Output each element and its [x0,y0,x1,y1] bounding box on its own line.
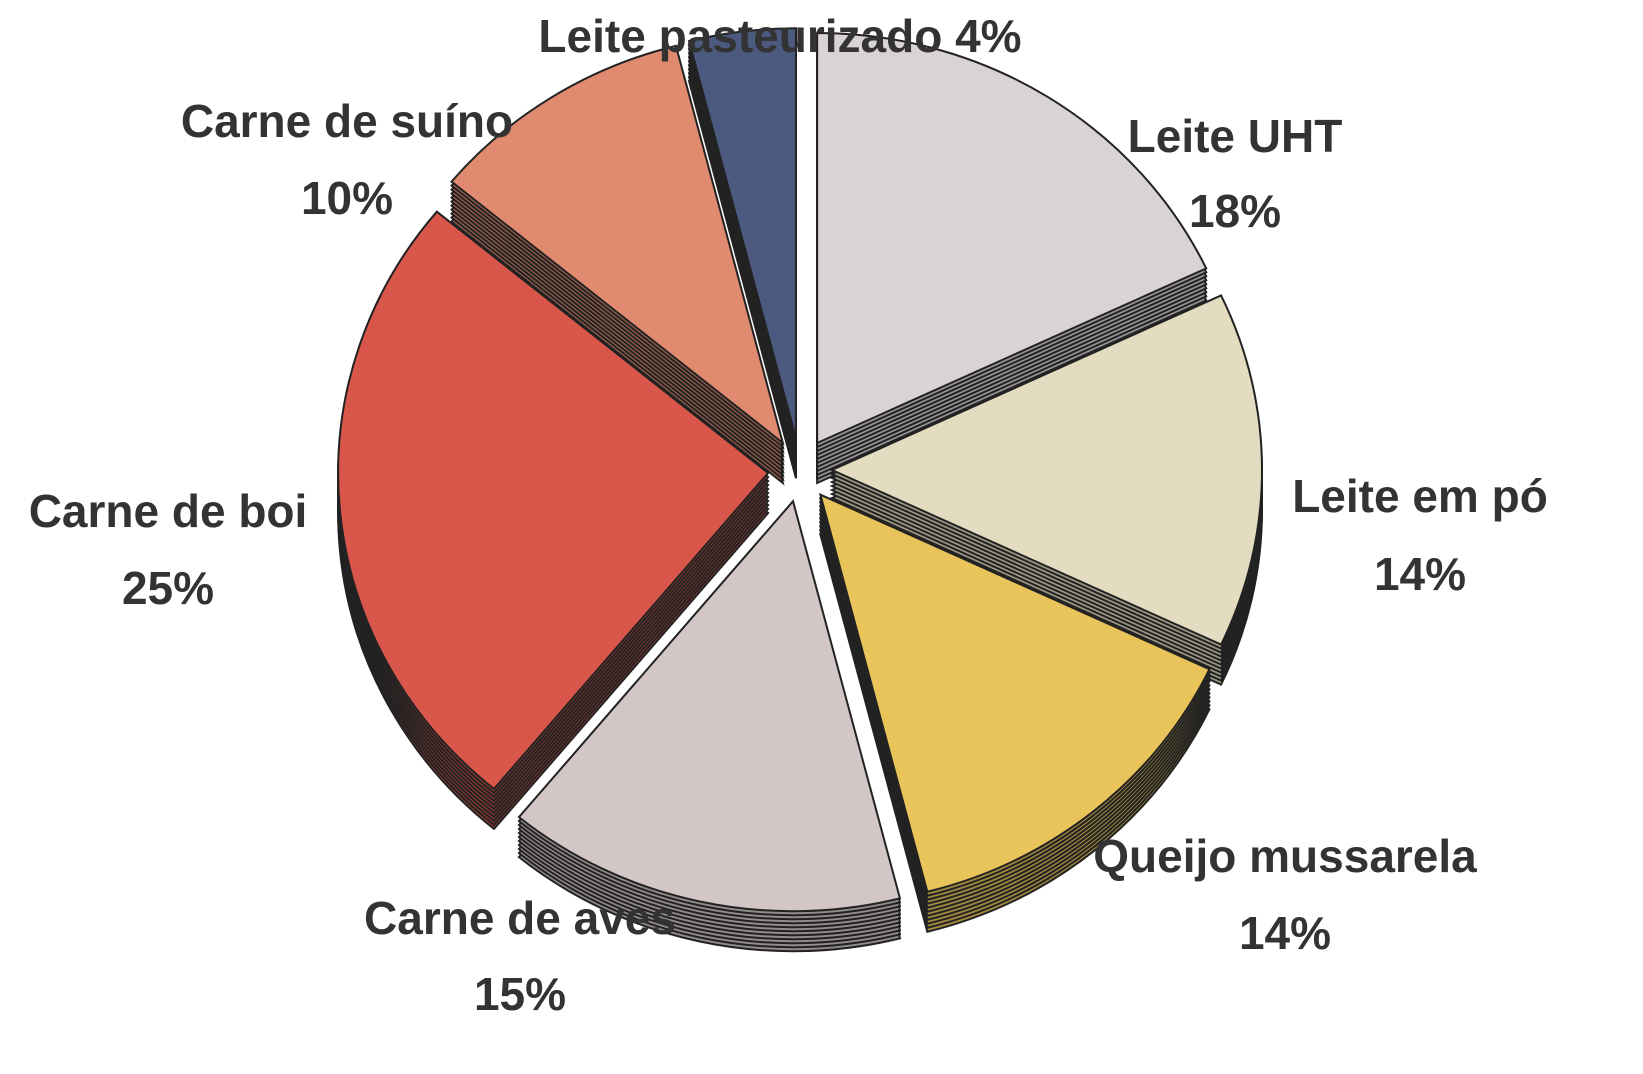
category-label: Leite UHT [1128,110,1343,162]
category-label: Leite em pó [1292,470,1548,522]
category-label: Carne de aves [364,892,676,944]
chart: Leite UHT 18% Leite em pó 14% Queijo mussare… [0,0,1643,1074]
value-label: 14% [1239,907,1331,959]
category-label: Leite pasteurizado [538,10,942,62]
slice-label: Leite pasteurizado 4% [538,10,1021,62]
value-label: 10% [301,172,393,224]
category-label: Carne de boi [29,485,308,537]
category-label: Queijo mussarela [1093,830,1477,882]
page: {"chart_data": {"type": "pie", "categori… [0,0,1643,1074]
value-label: 15% [474,968,566,1020]
value-label: 18% [1189,185,1281,237]
value-label: 4% [955,10,1021,62]
value-label: 14% [1374,548,1466,600]
value-label: 25% [122,562,214,614]
category-label: Carne de suíno [181,95,513,147]
